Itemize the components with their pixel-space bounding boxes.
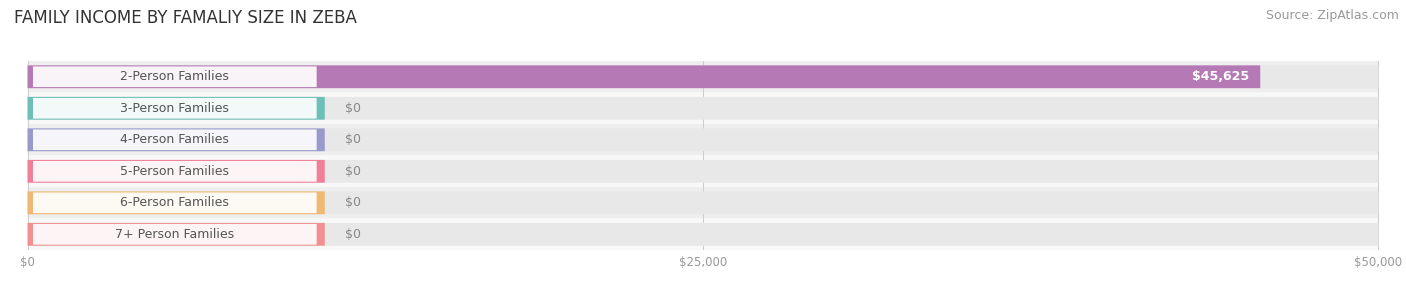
Text: $0: $0 [344, 228, 361, 241]
FancyBboxPatch shape [28, 219, 1378, 250]
FancyBboxPatch shape [28, 223, 325, 246]
Text: 2-Person Families: 2-Person Families [121, 70, 229, 83]
FancyBboxPatch shape [32, 161, 316, 182]
FancyBboxPatch shape [28, 97, 325, 120]
Text: 3-Person Families: 3-Person Families [121, 102, 229, 115]
Text: 6-Person Families: 6-Person Families [121, 196, 229, 209]
Text: FAMILY INCOME BY FAMALIY SIZE IN ZEBA: FAMILY INCOME BY FAMALIY SIZE IN ZEBA [14, 9, 357, 27]
Text: 5-Person Families: 5-Person Families [121, 165, 229, 178]
Text: $45,625: $45,625 [1192, 70, 1250, 83]
FancyBboxPatch shape [32, 129, 316, 150]
Text: Source: ZipAtlas.com: Source: ZipAtlas.com [1265, 9, 1399, 22]
Text: 4-Person Families: 4-Person Families [121, 133, 229, 146]
FancyBboxPatch shape [28, 61, 1378, 92]
FancyBboxPatch shape [32, 66, 316, 87]
FancyBboxPatch shape [28, 92, 1378, 124]
FancyBboxPatch shape [28, 128, 325, 151]
Text: $0: $0 [344, 133, 361, 146]
FancyBboxPatch shape [28, 124, 1378, 156]
FancyBboxPatch shape [28, 97, 1378, 120]
FancyBboxPatch shape [28, 192, 325, 214]
Text: 7+ Person Families: 7+ Person Families [115, 228, 235, 241]
FancyBboxPatch shape [32, 192, 316, 213]
FancyBboxPatch shape [32, 98, 316, 119]
FancyBboxPatch shape [32, 224, 316, 245]
FancyBboxPatch shape [28, 65, 1260, 88]
FancyBboxPatch shape [28, 223, 1378, 246]
FancyBboxPatch shape [28, 187, 1378, 219]
FancyBboxPatch shape [28, 160, 1378, 183]
FancyBboxPatch shape [28, 156, 1378, 187]
Text: $0: $0 [344, 196, 361, 209]
Text: $0: $0 [344, 102, 361, 115]
Text: $0: $0 [344, 165, 361, 178]
FancyBboxPatch shape [28, 65, 1378, 88]
FancyBboxPatch shape [28, 192, 1378, 214]
FancyBboxPatch shape [28, 160, 325, 183]
FancyBboxPatch shape [28, 128, 1378, 151]
